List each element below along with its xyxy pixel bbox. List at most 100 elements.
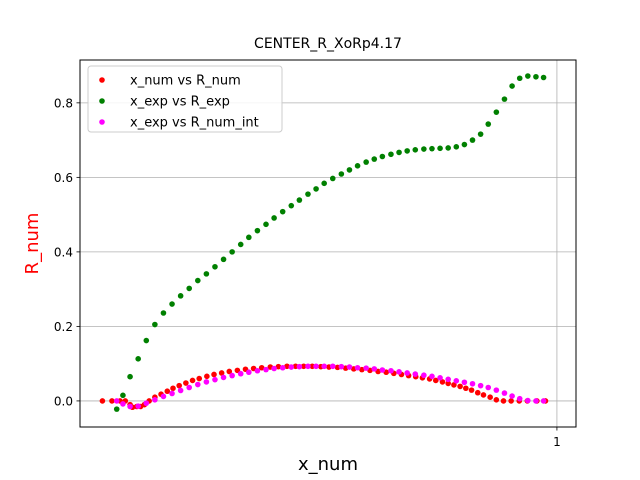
data-point — [485, 384, 492, 391]
data-point — [189, 377, 196, 384]
data-point — [329, 175, 336, 182]
data-point — [127, 403, 133, 410]
data-point — [451, 382, 457, 388]
y-tick-label: 0.4 — [54, 245, 73, 259]
data-point — [177, 387, 184, 394]
data-point — [195, 381, 201, 388]
data-point — [493, 387, 500, 393]
data-point — [516, 395, 523, 402]
y-tick-label: 0.8 — [54, 96, 73, 110]
data-point — [453, 377, 460, 384]
data-point — [237, 370, 244, 377]
data-point — [196, 375, 203, 382]
data-point — [354, 364, 361, 371]
data-point — [396, 369, 402, 375]
data-point — [477, 131, 484, 137]
data-point — [388, 367, 394, 374]
data-point — [540, 74, 547, 81]
y-tick-label: 0.2 — [54, 320, 73, 334]
data-point — [160, 393, 167, 400]
data-point — [229, 372, 235, 379]
data-point — [429, 145, 435, 152]
data-point — [501, 390, 508, 396]
data-point — [271, 365, 277, 372]
data-point — [204, 373, 210, 380]
data-point — [211, 371, 217, 378]
data-point — [120, 401, 126, 407]
data-point — [220, 374, 227, 381]
data-point — [437, 145, 443, 152]
data-point — [170, 385, 176, 392]
data-point — [305, 363, 311, 370]
data-point — [218, 370, 225, 376]
data-point — [263, 221, 269, 228]
legend-marker — [99, 119, 105, 125]
data-point — [371, 366, 378, 372]
data-point — [439, 379, 446, 385]
data-point — [509, 393, 515, 399]
data-point — [445, 376, 451, 383]
y-tick-label: 0.0 — [54, 394, 73, 408]
series-3-points — [113, 363, 547, 410]
data-point — [421, 372, 427, 379]
data-point — [338, 363, 345, 370]
data-point — [203, 379, 210, 385]
data-point — [540, 398, 547, 404]
data-point — [437, 375, 443, 381]
legend-label: x_exp vs R_exp — [130, 95, 230, 110]
data-point — [501, 96, 508, 102]
data-point — [279, 364, 286, 371]
x-tick-label: 1 — [553, 435, 561, 449]
chart-title: CENTER_R_XoRp4.17 — [254, 36, 402, 52]
data-point — [493, 397, 500, 403]
data-point — [99, 398, 106, 404]
data-point — [346, 167, 353, 173]
data-point — [120, 392, 126, 399]
data-point — [186, 285, 193, 292]
data-point — [363, 159, 369, 165]
legend: x_num vs R_num x_exp vs R_exp x_exp vs R_n… — [87, 65, 283, 133]
data-point — [321, 180, 327, 187]
data-point — [254, 227, 261, 234]
data-point — [226, 368, 233, 375]
data-point — [212, 263, 218, 270]
data-point — [258, 364, 265, 371]
data-point — [469, 137, 476, 143]
data-point — [183, 380, 189, 386]
data-point — [487, 394, 493, 400]
data-point — [329, 363, 336, 370]
series-2-points — [113, 73, 547, 412]
data-point — [396, 149, 402, 156]
data-point — [169, 301, 175, 307]
data-point — [279, 208, 286, 215]
data-point — [493, 109, 500, 115]
data-point — [508, 398, 514, 404]
data-point — [321, 363, 327, 370]
data-point — [169, 390, 175, 397]
data-point — [176, 382, 182, 389]
data-point — [254, 367, 261, 374]
data-point — [300, 363, 307, 370]
data-point — [461, 141, 468, 148]
data-point — [212, 376, 218, 383]
data-point — [412, 146, 419, 153]
data-points — [99, 73, 549, 412]
data-point — [533, 73, 539, 80]
legend-marker — [99, 77, 105, 83]
data-point — [246, 369, 252, 376]
data-point — [379, 367, 386, 373]
data-point — [388, 151, 394, 158]
legend-marker — [99, 98, 105, 104]
data-point — [525, 73, 531, 79]
plot-frame — [79, 59, 577, 428]
data-point — [469, 380, 476, 387]
data-point — [445, 145, 451, 151]
legend-box — [87, 65, 283, 133]
data-point — [463, 385, 469, 392]
grid-lines — [80, 60, 576, 427]
data-point — [109, 398, 115, 404]
data-point — [296, 363, 303, 370]
data-point — [127, 373, 133, 380]
data-point — [275, 363, 282, 370]
